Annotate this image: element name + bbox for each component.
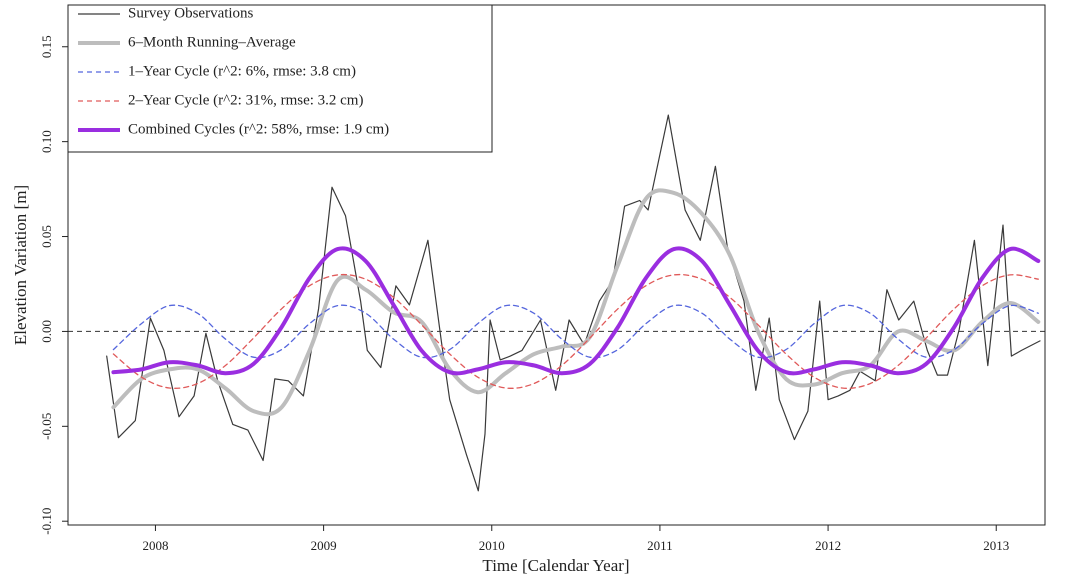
- legend-label: 1–Year Cycle (r^2: 6%, rmse: 3.8 cm): [128, 63, 356, 79]
- y-tick-label: 0.10: [39, 130, 54, 153]
- series-line: [112, 304, 1039, 359]
- series-line: [112, 273, 1039, 389]
- y-tick-label: -0.10: [39, 508, 54, 535]
- x-tick-label: 2008: [142, 538, 168, 553]
- series-line: [111, 246, 1041, 376]
- x-tick-label: 2010: [479, 538, 505, 553]
- legend-label: 6–Month Running–Average: [128, 34, 296, 50]
- legend-label: 2–Year Cycle (r^2: 31%, rmse: 3.2 cm): [128, 92, 363, 108]
- x-tick-label: 2012: [815, 538, 841, 553]
- y-axis-label: Elevation Variation [m]: [11, 185, 30, 345]
- series-line: [106, 114, 1041, 492]
- y-tick-label: 0.05: [39, 225, 54, 248]
- legend-label: Survey Observations: [128, 5, 254, 21]
- x-tick-label: 2011: [647, 538, 673, 553]
- legend-label: Combined Cycles (r^2: 58%, rmse: 1.9 cm): [128, 121, 389, 137]
- y-tick-label: 0.00: [39, 320, 54, 343]
- series-line: [111, 188, 1041, 417]
- x-tick-label: 2009: [311, 538, 337, 553]
- x-tick-label: 2013: [983, 538, 1009, 553]
- legend-box: [67, 4, 493, 153]
- y-tick-label: -0.05: [39, 413, 54, 440]
- x-axis-label: Time [Calendar Year]: [482, 556, 629, 575]
- plot-frame: [67, 4, 1046, 526]
- y-tick-label: 0.15: [39, 35, 54, 58]
